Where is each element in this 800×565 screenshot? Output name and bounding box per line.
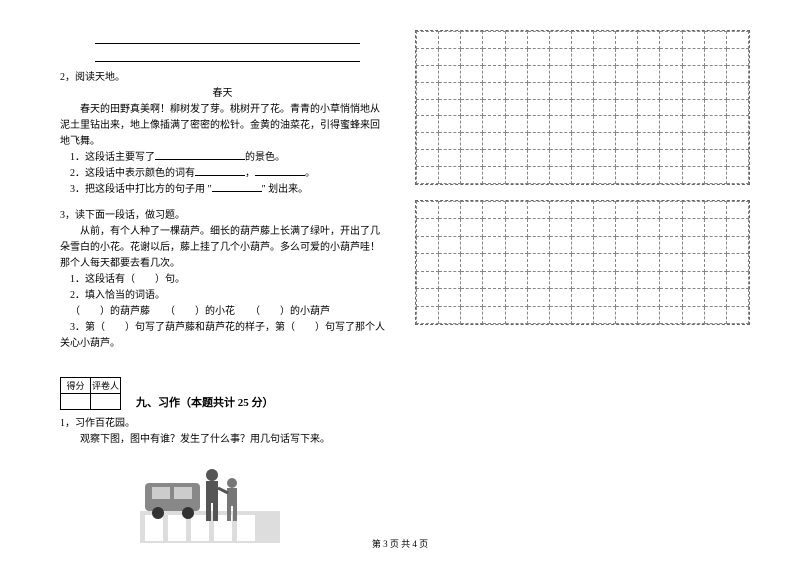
q2-s2-end: 。 bbox=[305, 168, 315, 179]
q2-s3-pre: 3．把这段话中打比方的句子用 " bbox=[70, 184, 212, 195]
w1-num: 1， bbox=[60, 418, 75, 429]
writing-grid-1[interactable] bbox=[415, 30, 750, 185]
q3-num: 3， bbox=[60, 210, 75, 221]
q2-s1: 1．这段话主要写了 的景色。 bbox=[60, 150, 385, 166]
score-table: 得分评卷人 bbox=[60, 377, 121, 410]
q3-s1: 1．这段话有（ ）句。 bbox=[60, 272, 385, 288]
q3-s2: 2．填入恰当的词语。 bbox=[60, 288, 385, 304]
question-3: 3，读下面一段话，做习题。 从前，有个人种了一棵葫芦。细长的葫芦藤上长满了绿叶，… bbox=[60, 208, 385, 352]
blank-line-1 bbox=[95, 30, 360, 44]
w1-body: 观察下图，图中有谁？发生了什么事？用几句话写下来。 bbox=[60, 432, 385, 448]
q2-num: 2， bbox=[60, 72, 75, 83]
q2-title: 阅读天地。 bbox=[75, 72, 125, 83]
blank[interactable] bbox=[155, 159, 245, 160]
question-2: 2，阅读天地。 春天 春天的田野真美啊！柳树发了芽。桃树开了花。青青的小草悄悄地… bbox=[60, 70, 385, 198]
q2-s2-mid: ， bbox=[245, 168, 255, 179]
q2-s1-post: 的景色。 bbox=[245, 152, 285, 163]
blank-line-2 bbox=[95, 48, 360, 62]
q3-s2-line: （ ）的葫芦藤 （ ）的小花 （ ）的小葫芦 bbox=[60, 304, 385, 320]
grader-cell[interactable] bbox=[91, 394, 121, 410]
q2-s3-post: " 划出来。 bbox=[262, 184, 309, 195]
score-header-a: 得分 bbox=[61, 378, 91, 394]
score-header-b: 评卷人 bbox=[91, 378, 121, 394]
blank[interactable] bbox=[195, 175, 245, 176]
score-section-row: 得分评卷人 九、习作（本题共计 25 分） bbox=[60, 377, 385, 410]
writing-q1: 1，习作百花园。 观察下图，图中有谁？发生了什么事？用几句话写下来。 bbox=[60, 416, 385, 543]
q2-s2-pre: 2．这段话中表示颜色的词有 bbox=[70, 168, 195, 179]
q3-title: 读下面一段话，做习题。 bbox=[75, 210, 185, 221]
score-cell[interactable] bbox=[61, 394, 91, 410]
left-column: 2，阅读天地。 春天 春天的田野真美啊！柳树发了芽。桃树开了花。青青的小草悄悄地… bbox=[0, 0, 400, 565]
w1-title: 习作百花园。 bbox=[75, 418, 135, 429]
q2-body: 春天的田野真美啊！柳树发了芽。桃树开了花。青青的小草悄悄地从泥土里钻出来，地上像… bbox=[60, 102, 385, 150]
writing-grid-2[interactable] bbox=[415, 200, 750, 325]
blank[interactable] bbox=[255, 175, 305, 176]
page-footer: 第 3 页 共 4 页 bbox=[0, 537, 800, 550]
right-column bbox=[400, 0, 800, 565]
q2-s2: 2．这段话中表示颜色的词有 ， 。 bbox=[60, 166, 385, 182]
q2-subtitle: 春天 bbox=[60, 86, 385, 102]
crossing-illustration bbox=[140, 453, 280, 543]
section-9-title: 九、习作（本题共计 25 分） bbox=[136, 394, 274, 410]
q3-body: 从前，有个人种了一棵葫芦。细长的葫芦藤上长满了绿叶，开出了几朵雪白的小花。花谢以… bbox=[60, 224, 385, 272]
q3-s3: 3．第（ ）句写了葫芦藤和葫芦花的样子，第（ ）句写了那个人关心小葫芦。 bbox=[60, 320, 385, 352]
q2-s3: 3．把这段话中打比方的句子用 " " 划出来。 bbox=[60, 182, 385, 198]
blank[interactable] bbox=[212, 191, 262, 192]
q2-s1-pre: 1．这段话主要写了 bbox=[70, 152, 155, 163]
